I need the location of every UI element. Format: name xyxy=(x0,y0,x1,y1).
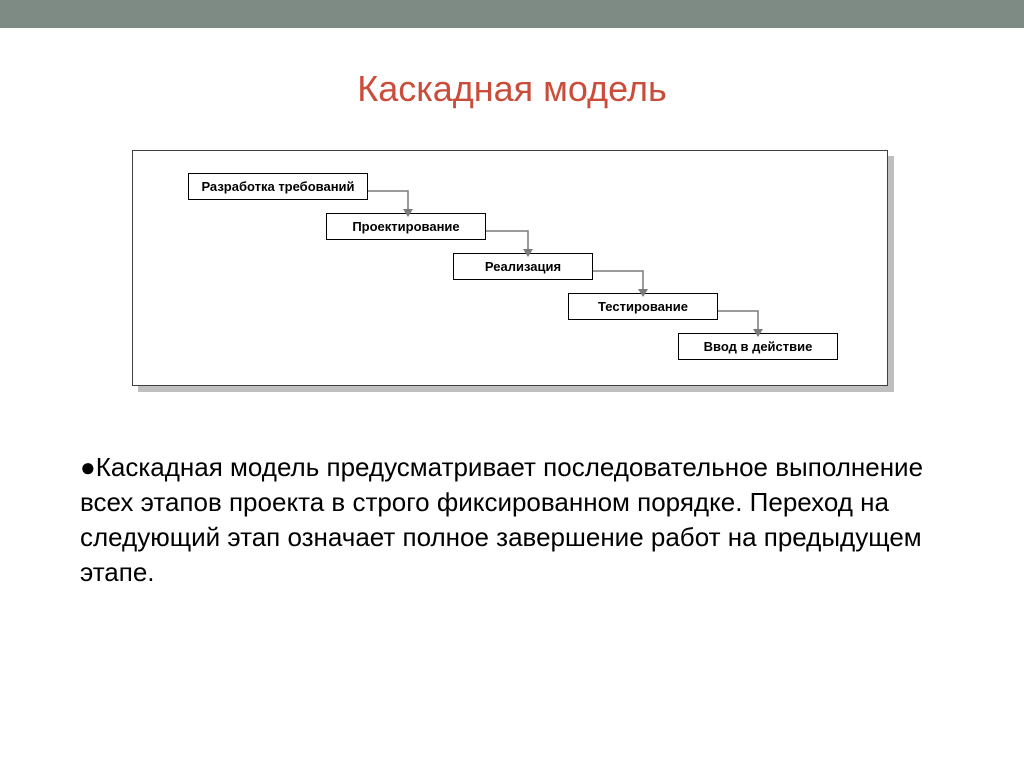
step-box-3: Реализация xyxy=(453,253,593,280)
page-title: Каскадная модель xyxy=(0,68,1024,110)
description-text: ●Каскадная модель предусматривает послед… xyxy=(80,450,944,590)
step-box-2: Проектирование xyxy=(326,213,486,240)
step-box-5: Ввод в действие xyxy=(678,333,838,360)
diagram-panel: Разработка требований Проектирование Реали… xyxy=(132,150,888,386)
step-box-4: Тестирование xyxy=(568,293,718,320)
bullet: ● xyxy=(80,452,96,482)
description-body: Каскадная модель предусматривает последо… xyxy=(80,452,923,587)
waterfall-diagram: Разработка требований Проектирование Реали… xyxy=(132,150,892,390)
top-bar xyxy=(0,0,1024,28)
step-box-1: Разработка требований xyxy=(188,173,368,200)
